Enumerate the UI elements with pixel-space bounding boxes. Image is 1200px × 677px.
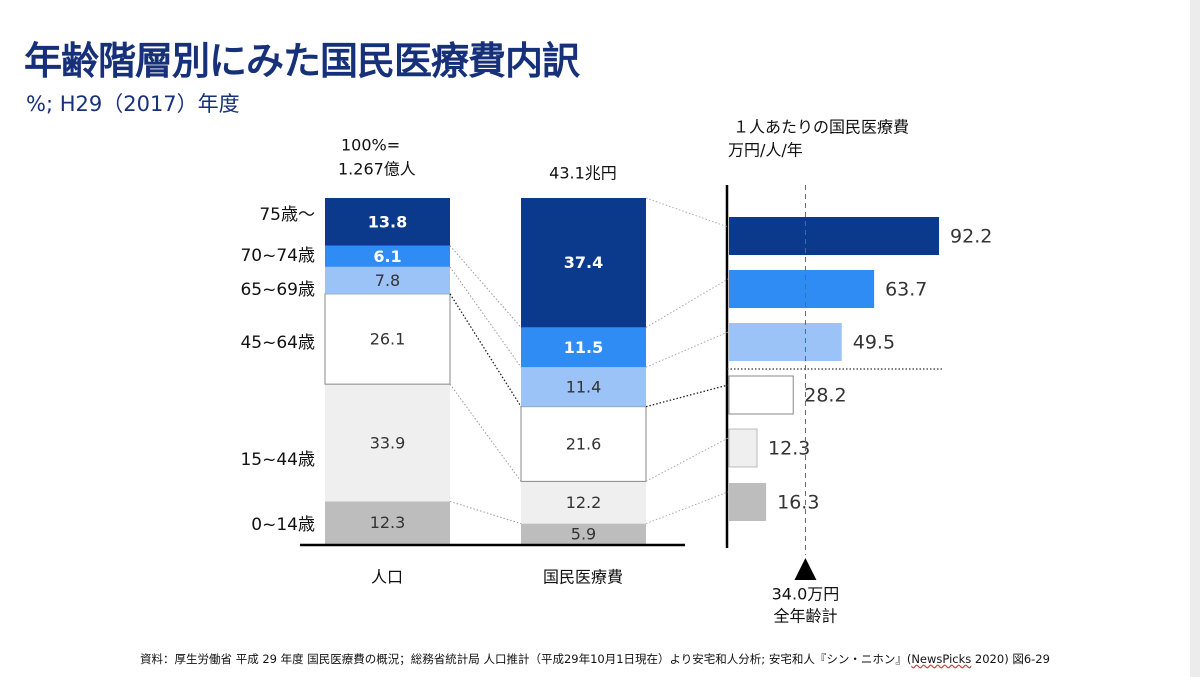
average-caption: 全年齢計 (773, 607, 837, 626)
per-capita-label-65-69: 49.5 (853, 332, 895, 354)
data-label-medical-15-44: 12.2 (566, 493, 602, 512)
source-note: 資料：厚生労働省 平成 29 年度 国民医療費の概況；総務省統計局 人口推計（平… (0, 651, 1190, 667)
age-label-0-14: 0~14歳 (251, 515, 315, 535)
data-label-medical-0-14: 5.9 (571, 524, 596, 543)
per-capita-bar-75plus (729, 217, 940, 255)
source-publisher: NewsPicks (911, 652, 972, 666)
per-capita-unit: 万円/人/年 (728, 141, 803, 160)
connector-line-15-44 (449, 500, 522, 525)
connector-line-70-74 (449, 266, 522, 368)
per-capita-label-45-64: 28.2 (804, 385, 846, 407)
age-label-65-69: 65~69歳 (240, 280, 315, 300)
x-tick-medical: 国民医療費 (543, 568, 623, 587)
population-total-value: 1.267億人 (338, 160, 416, 179)
bar-medical-65-69 (521, 367, 646, 407)
page-edge-strip (1190, 0, 1200, 677)
bar-population-45-64 (324, 293, 451, 385)
connector-per-capita-70-74 (645, 278, 729, 328)
per-capita-bar-45-64 (728, 375, 794, 415)
connector-per-capita-75plus (645, 197, 729, 228)
per-capita-bar-70-74 (729, 270, 875, 308)
bar-population-0-14 (325, 501, 450, 544)
data-label-medical-70-74: 11.5 (564, 338, 603, 357)
bar-medical-70-74 (521, 327, 646, 368)
bar-medical-45-64 (520, 406, 647, 482)
age-label-15-44: 15~44歳 (240, 450, 315, 470)
connector-per-capita-45-64 (645, 384, 729, 408)
data-label-medical-75plus: 37.4 (564, 253, 603, 272)
per-capita-label-70-74: 63.7 (885, 279, 927, 301)
data-label-medical-45-64: 21.6 (566, 435, 602, 454)
medical-total-label: 43.1兆円 (549, 164, 617, 183)
page-subtitle: %; H29（2017）年度 (26, 92, 240, 116)
connector-per-capita-65-69 (645, 331, 729, 368)
data-label-population-75plus: 13.8 (368, 212, 407, 231)
average-value-label: 34.0万円 (772, 585, 840, 604)
bar-medical-0-14 (521, 523, 646, 544)
bar-population-15-44 (325, 384, 450, 502)
connector-line-45-64 (449, 383, 522, 482)
bar-population-70-74 (325, 245, 450, 267)
connector-line-75plus (449, 245, 522, 328)
data-label-medical-65-69: 11.4 (566, 377, 602, 396)
data-label-population-15-44: 33.9 (370, 433, 406, 452)
source-text-pre: 資料：厚生労働省 平成 29 年度 国民医療費の概況；総務省統計局 人口推計（平… (140, 652, 912, 666)
average-marker-icon (794, 558, 817, 580)
population-total-label: 100%= (341, 136, 400, 155)
data-label-population-65-69: 7.8 (375, 271, 400, 290)
per-capita-label-15-44: 12.3 (768, 438, 810, 460)
bar-medical-75plus (521, 198, 646, 328)
data-label-population-70-74: 6.1 (373, 247, 401, 266)
bar-medical-15-44 (521, 481, 646, 524)
per-capita-label-0-14: 16.3 (777, 492, 819, 514)
connector-per-capita-15-44 (645, 437, 729, 482)
bar-population-65-69 (325, 266, 450, 294)
per-capita-label-75plus: 92.2 (950, 226, 992, 248)
per-capita-title: １人あたりの国民医療費 (733, 118, 909, 137)
per-capita-bar-0-14 (729, 483, 767, 521)
age-label-45-64: 45~64歳 (240, 333, 315, 353)
x-tick-population: 人口 (371, 568, 403, 587)
data-label-population-45-64: 26.1 (370, 329, 406, 348)
bar-population-75plus (325, 198, 450, 246)
per-capita-bar-65-69 (729, 323, 842, 361)
connector-per-capita-0-14 (645, 491, 729, 525)
age-label-70-74: 70~74歳 (240, 246, 315, 266)
connector-line-65-69 (449, 293, 522, 407)
data-label-population-0-14: 12.3 (370, 513, 406, 532)
per-capita-bar-15-44 (728, 428, 758, 468)
source-text-post: 2020) 図6-29 (971, 652, 1050, 666)
page-title: 年齢階層別にみた国民医療費内訳 (24, 39, 580, 83)
age-label-75plus: 75歳～ (259, 205, 315, 225)
